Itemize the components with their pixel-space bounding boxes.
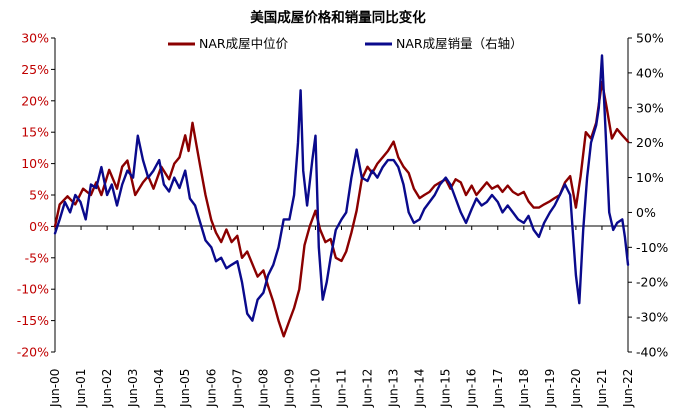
right-tick-label-7: 30% bbox=[636, 100, 664, 115]
left-y-axis: -20% -15% -10% -5% 0% 5% 10% 15% 20% 25% 30% bbox=[17, 31, 56, 360]
x-tick-label-4: Jun-04 bbox=[152, 369, 166, 408]
plot-area bbox=[53, 54, 630, 338]
x-tick-label-6: Jun-06 bbox=[204, 369, 218, 408]
left-tick-label-0: -20% bbox=[17, 345, 49, 360]
x-tick-label-13: Jun-13 bbox=[387, 369, 401, 408]
right-tick-label-3: -10% bbox=[636, 240, 668, 255]
left-tick-label-6: 10% bbox=[21, 156, 49, 171]
x-tick-label-8: Jun-08 bbox=[256, 369, 270, 408]
x-tick-label-21: Jun-21 bbox=[595, 369, 609, 408]
x-tick-label-1: Jun-01 bbox=[74, 369, 88, 408]
x-tick-label-19: Jun-19 bbox=[543, 369, 557, 408]
x-tick-label-15: Jun-15 bbox=[439, 369, 453, 408]
x-tick-label-16: Jun-16 bbox=[465, 369, 479, 408]
x-tick-label-17: Jun-17 bbox=[491, 369, 505, 408]
left-tick-label-8: 20% bbox=[21, 93, 49, 108]
right-tick-label-8: 40% bbox=[636, 65, 664, 80]
x-tick-label-10: Jun-10 bbox=[308, 369, 322, 408]
right-tick-label-0: -40% bbox=[636, 345, 668, 360]
right-tick-label-5: 10% bbox=[636, 170, 664, 185]
left-tick-label-2: -10% bbox=[17, 282, 49, 297]
right-y-axis: -40% -30% -20% -10% 0% 10% 20% 30% 40% 50% bbox=[627, 31, 668, 360]
right-tick-label-4: 0% bbox=[636, 205, 656, 220]
x-tick-label-12: Jun-12 bbox=[361, 369, 375, 408]
left-tick-label-1: -15% bbox=[17, 313, 49, 328]
left-tick-label-5: 5% bbox=[29, 188, 49, 203]
x-tick-label-14: Jun-14 bbox=[413, 369, 427, 408]
chart-title: 美国成屋价格和销量同比变化 bbox=[250, 9, 426, 26]
left-tick-label-10: 30% bbox=[21, 31, 49, 46]
right-tick-label-1: -30% bbox=[636, 310, 668, 325]
right-tick-label-6: 20% bbox=[636, 135, 664, 150]
legend: NAR成屋中位价 NAR成屋销量（右轴） bbox=[168, 36, 523, 51]
x-tick-label-11: Jun-11 bbox=[335, 369, 349, 408]
x-tick-label-3: Jun-03 bbox=[126, 369, 140, 408]
left-tick-label-4: 0% bbox=[29, 219, 49, 234]
legend-label-price: NAR成屋中位价 bbox=[199, 36, 289, 51]
x-tick-label-9: Jun-09 bbox=[282, 369, 296, 408]
left-tick-label-7: 15% bbox=[21, 125, 49, 140]
left-tick-label-9: 25% bbox=[21, 62, 49, 77]
x-tick-label-2: Jun-02 bbox=[100, 369, 114, 408]
x-tick-label-5: Jun-05 bbox=[178, 369, 192, 408]
x-tick-label-20: Jun-20 bbox=[569, 369, 583, 408]
right-tick-label-9: 50% bbox=[636, 31, 664, 46]
x-tick-label-0: Jun-00 bbox=[48, 369, 62, 408]
x-tick-label-18: Jun-18 bbox=[517, 369, 531, 408]
legend-label-sales: NAR成屋销量（右轴） bbox=[396, 36, 523, 51]
right-tick-label-2: -20% bbox=[636, 275, 668, 290]
series-line-price bbox=[53, 80, 630, 338]
left-tick-label-3: -5% bbox=[25, 250, 49, 265]
x-axis: Jun-00 Jun-01 Jun-02 Jun-03 Jun-04 Jun-05 Jun-… bbox=[48, 225, 635, 408]
x-tick-label-7: Jun-07 bbox=[230, 369, 244, 408]
x-tick-label-22: Jun-22 bbox=[621, 369, 635, 408]
series-line-sales bbox=[53, 54, 630, 322]
